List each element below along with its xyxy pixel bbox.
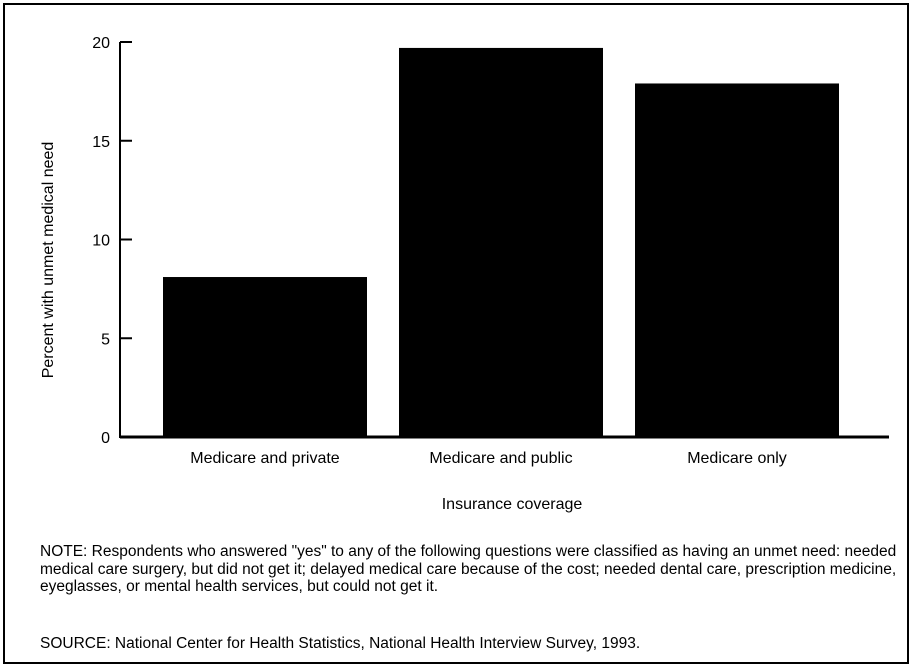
y-tick-label: 15 <box>92 134 110 151</box>
y-tick-label: 5 <box>101 331 110 348</box>
bars-group <box>163 47 839 438</box>
x-axis-label: Insurance coverage <box>442 496 583 513</box>
chart-source: SOURCE: National Center for Health Stati… <box>40 635 641 652</box>
y-tick-label: 20 <box>92 35 110 52</box>
x-tick-label: Medicare and private <box>190 450 340 467</box>
y-axis-label: Percent with unmet medical need <box>40 142 57 379</box>
chart-note: NOTE: Respondents who answered "yes" to … <box>40 543 897 595</box>
y-tick-label: 0 <box>101 430 110 447</box>
x-tick-label: Medicare and public <box>429 450 572 467</box>
x-tick-label: Medicare only <box>687 450 787 467</box>
x-axis: Medicare and private Medicare and public M… <box>120 435 889 467</box>
figure-frame: 0 5 10 15 20 Medicare and private Medicare an… <box>3 3 909 664</box>
y-tick-label: 10 <box>92 233 110 250</box>
bar <box>399 47 603 438</box>
y-axis: 0 5 10 15 20 <box>92 35 132 447</box>
bar <box>163 277 367 437</box>
bar <box>635 83 839 437</box>
